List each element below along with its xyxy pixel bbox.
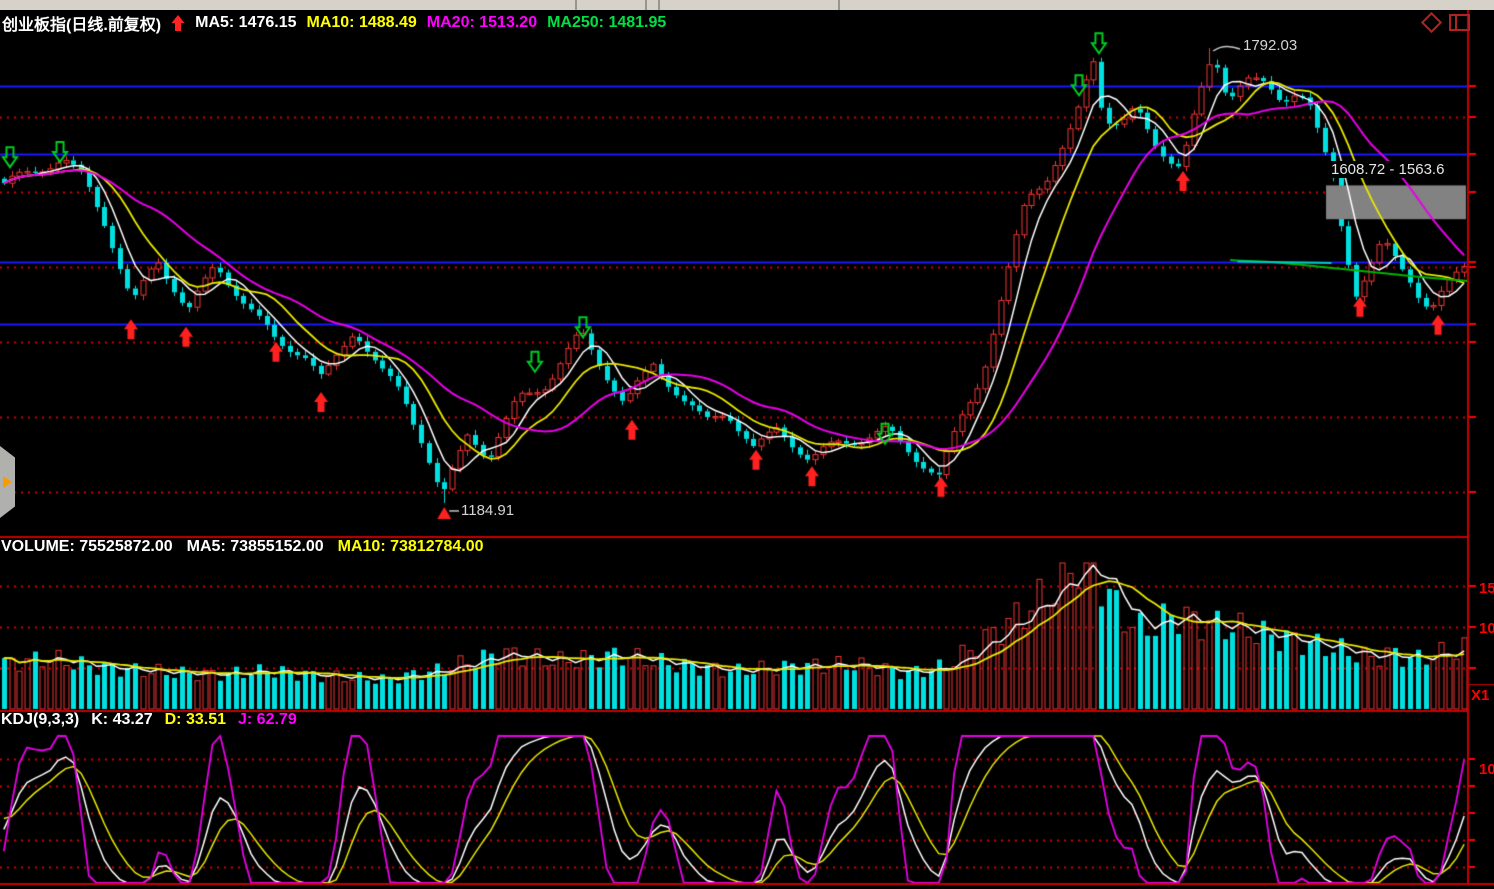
peak-price-annotation: 1792.03 [1243,37,1298,54]
toolbar-edge-separator [658,0,660,10]
volume-ma10-value: MA10: 73812784.00 [337,538,484,555]
ma20-value: MA20: 1513.20 [426,13,538,31]
toolbar-edge-separator [838,0,840,10]
chart-header: 创业板指(日线.前复权) MA5: 1476.15 MA10: 1488.49 … [0,10,1494,35]
x-axis-multiplier-label: X1 [1471,687,1490,704]
trough-price-annotation: 1184.91 [461,502,515,519]
toolbar-edge-separator [575,0,577,10]
window-top-strip [0,0,1494,10]
up-arrow-icon [171,15,185,31]
diamond-icon[interactable] [1420,11,1443,34]
volume-axis-label-150m: 150000000 [1479,580,1494,597]
window-layout-icon[interactable] [1449,14,1470,31]
ma10-value: MA10: 1488.49 [306,13,417,31]
kdj-d-value: D: 33.51 [164,711,226,728]
ma250-value: MA250: 1481.95 [547,13,667,31]
instrument-title: 创业板指(日线.前复权) [2,16,162,34]
volume-value: VOLUME: 75525872.00 [1,538,173,555]
panel-expand-tab[interactable] [0,446,15,518]
toolbar-edge-separator [645,0,647,10]
kdj-k-value: K: 43.27 [91,711,153,728]
volume-ma5-value: MA5: 73855152.00 [186,538,324,555]
volume-header: VOLUME: 75525872.00 MA5: 73855152.00 MA1… [1,538,484,556]
expand-arrow-icon [3,476,12,488]
kdj-header: KDJ(9,3,3) K: 43.27 D: 33.51 J: 62.79 [1,711,297,729]
price-range-annotation: 1608.72 - 1563.6 [1329,161,1447,178]
kdj-j-value: J: 62.79 [238,711,297,728]
ma5-value: MA5: 1476.15 [195,13,297,31]
kdj-name: KDJ(9,3,3) [1,711,80,728]
volume-axis-label-100m: 100000000 [1479,620,1494,637]
kdj-axis-label-100: 100 [1479,761,1494,778]
